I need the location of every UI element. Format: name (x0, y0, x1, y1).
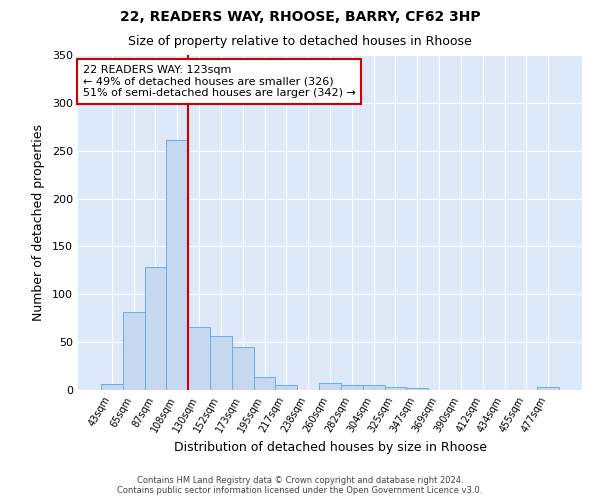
Bar (166, 140, 188, 390)
X-axis label: Distribution of detached houses by size in Rhoose: Distribution of detached houses by size … (173, 441, 487, 454)
Bar (254, 376, 275, 390)
Text: 22, READERS WAY, RHOOSE, BARRY, CF62 3HP: 22, READERS WAY, RHOOSE, BARRY, CF62 3HP (119, 10, 481, 24)
Text: Size of property relative to detached houses in Rhoose: Size of property relative to detached ho… (128, 35, 472, 48)
Bar (319, 384, 341, 390)
Bar (537, 387, 559, 390)
Bar (188, 327, 210, 390)
Bar (363, 385, 385, 390)
Y-axis label: Number of detached properties: Number of detached properties (32, 124, 45, 321)
Bar (145, 266, 166, 390)
Bar (101, 384, 123, 390)
Text: 22 READERS WAY: 123sqm
← 49% of detached houses are smaller (326)
51% of semi-de: 22 READERS WAY: 123sqm ← 49% of detached… (83, 65, 356, 98)
Text: Contains HM Land Registry data © Crown copyright and database right 2024.
Contai: Contains HM Land Registry data © Crown c… (118, 476, 482, 495)
Bar (232, 347, 254, 390)
Bar (385, 387, 406, 390)
Bar (123, 312, 145, 390)
Bar (210, 336, 232, 390)
Bar (341, 385, 363, 390)
Bar (275, 385, 297, 390)
Bar (406, 388, 428, 390)
